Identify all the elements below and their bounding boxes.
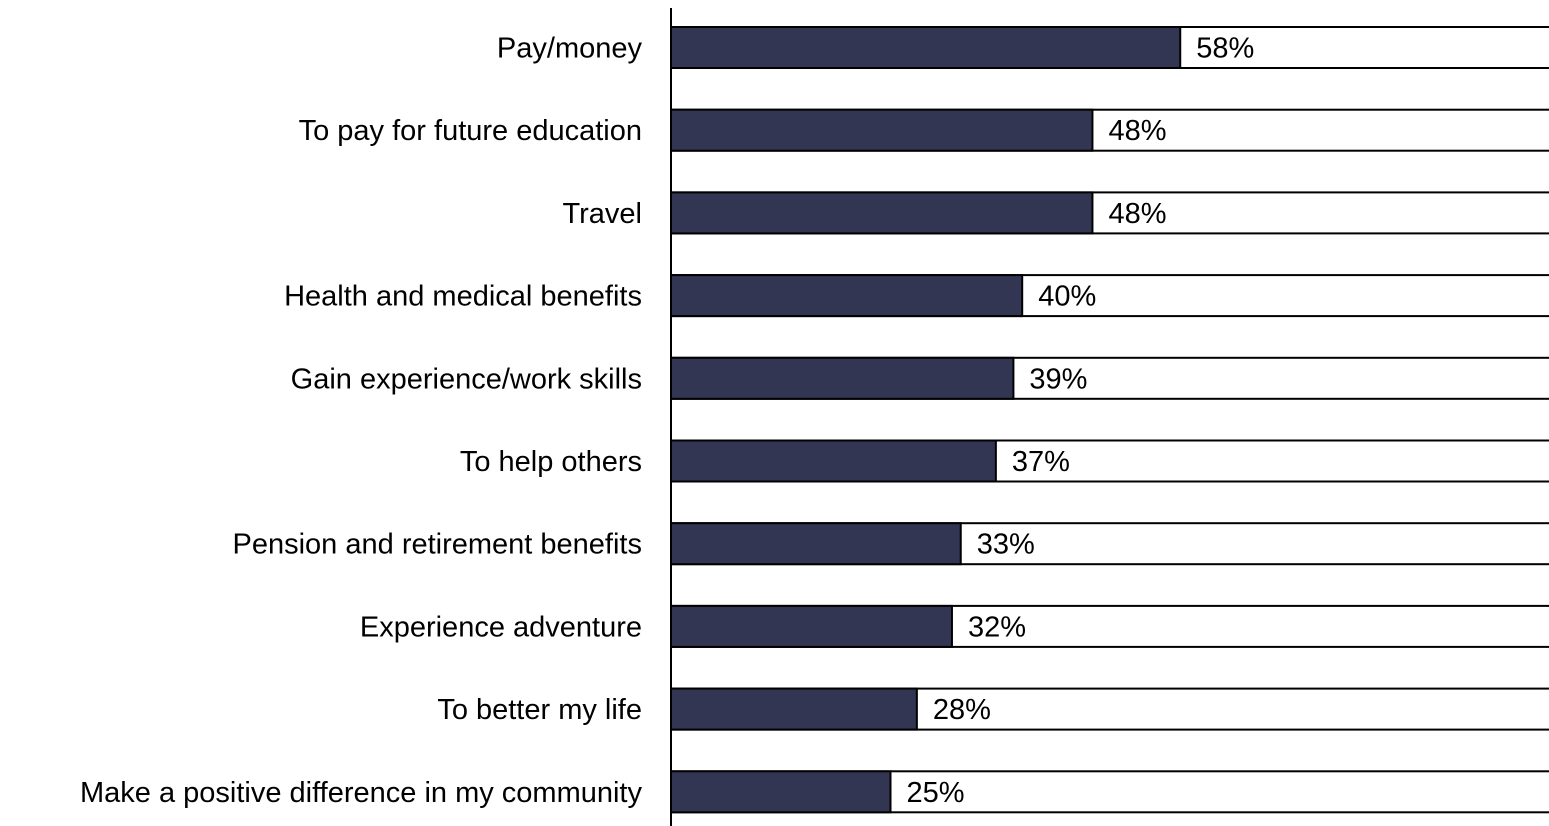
data-label: 40% (1038, 281, 1096, 313)
category-label: Gain experience/work skills (291, 363, 642, 395)
category-label: Pension and retirement benefits (233, 529, 642, 561)
bar (670, 356, 1015, 400)
data-label: 37% (1012, 446, 1070, 478)
data-label: 32% (968, 611, 1026, 643)
data-label: 58% (1196, 33, 1254, 65)
category-label: To pay for future education (299, 115, 642, 147)
category-label: To help others (460, 446, 642, 478)
category-label: Pay/money (497, 33, 643, 65)
bars: 58% 48% 48% 40% 39% 37% 33% 32% 28% 25% (670, 26, 1549, 814)
bar (670, 522, 962, 566)
data-label: 48% (1108, 115, 1166, 147)
data-label: 48% (1108, 198, 1166, 230)
data-label: 39% (1029, 363, 1087, 395)
bar (670, 274, 1024, 318)
category-labels: Pay/money To pay for future education Trav… (80, 33, 642, 809)
category-label: Experience adventure (360, 611, 642, 643)
category-label: To better my life (437, 694, 642, 726)
data-label: 28% (933, 694, 991, 726)
bar (670, 108, 1094, 152)
bar (670, 687, 918, 731)
bar (670, 191, 1094, 235)
bar (670, 26, 1182, 69)
data-label: 25% (907, 777, 965, 809)
bar (670, 604, 953, 648)
bar (670, 770, 892, 814)
category-label: Make a positive difference in my communi… (80, 777, 642, 809)
bar (670, 439, 997, 483)
data-label: 33% (977, 529, 1035, 561)
category-label: Travel (563, 198, 643, 230)
category-label: Health and medical benefits (284, 281, 642, 313)
